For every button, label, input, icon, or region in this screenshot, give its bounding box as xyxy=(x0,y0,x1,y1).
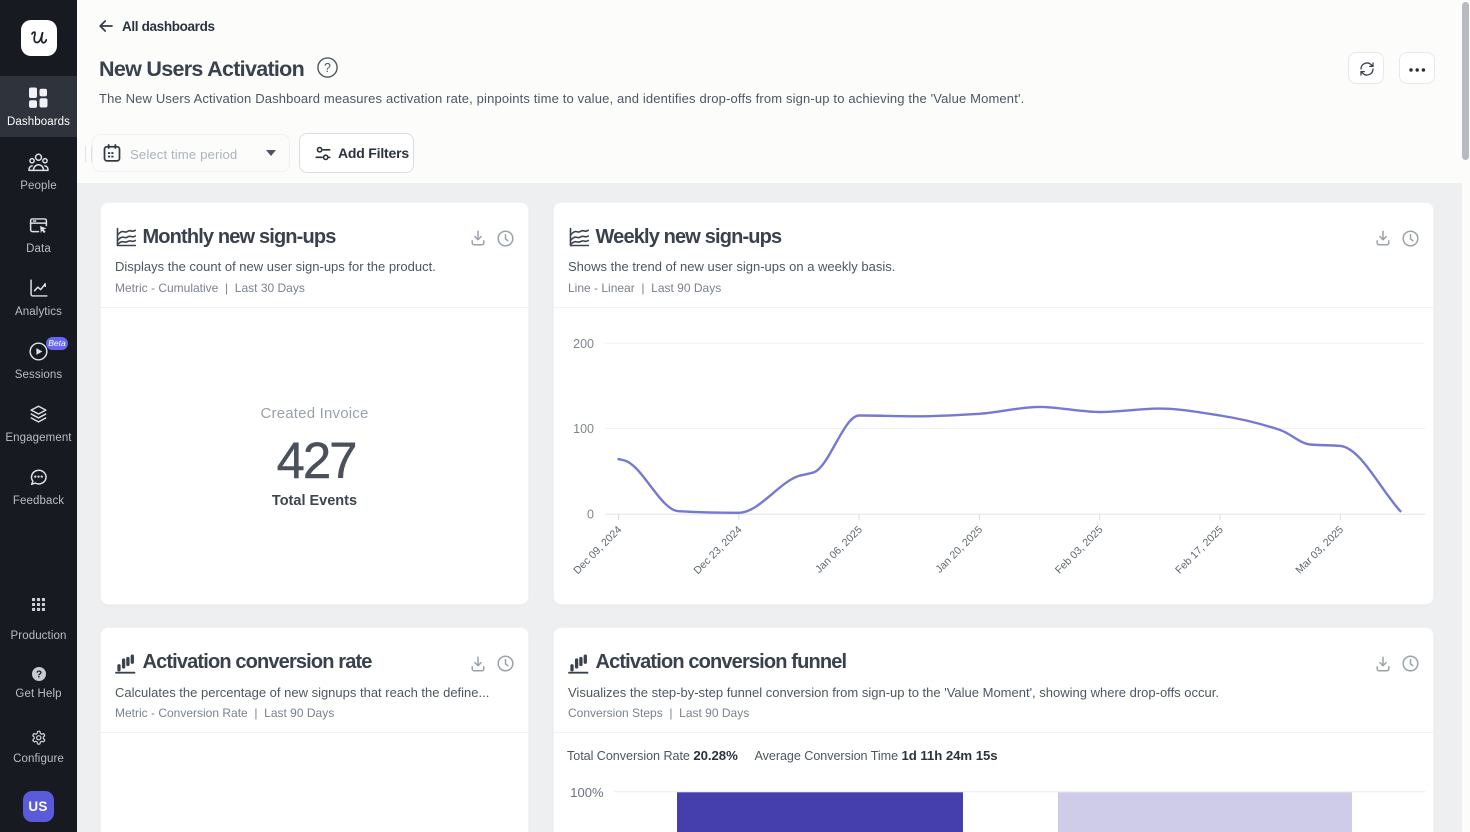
svg-text:100: 100 xyxy=(573,422,594,436)
svg-text:Dec 23, 2024: Dec 23, 2024 xyxy=(692,523,745,576)
svg-text:Jan 06, 2025: Jan 06, 2025 xyxy=(813,523,865,575)
svg-text:Feb 17, 2025: Feb 17, 2025 xyxy=(1173,523,1226,576)
svg-text:?: ? xyxy=(324,61,331,75)
svg-text:0: 0 xyxy=(587,507,594,521)
svg-text:Dec 09, 2024: Dec 09, 2024 xyxy=(571,523,624,576)
svg-text:?: ? xyxy=(35,669,41,680)
svg-text:Jan 20, 2025: Jan 20, 2025 xyxy=(933,523,985,575)
svg-text:100%: 100% xyxy=(570,785,604,800)
svg-text:200: 200 xyxy=(573,337,594,351)
svg-text:Feb 03, 2025: Feb 03, 2025 xyxy=(1053,523,1106,576)
svg-text:Mar 03, 2025: Mar 03, 2025 xyxy=(1293,523,1346,576)
